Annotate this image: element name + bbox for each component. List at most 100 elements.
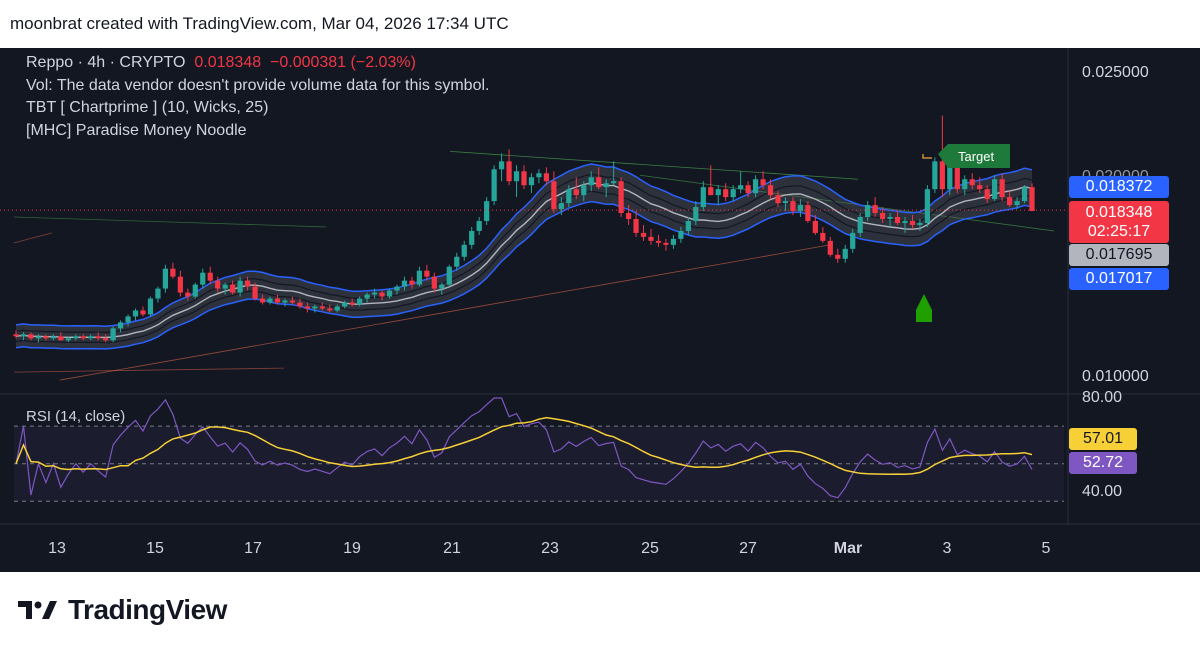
- candle-body: [147, 298, 154, 315]
- noodle-upper-band: [15, 163, 1033, 327]
- candle-body: [835, 254, 841, 259]
- candle-body: [20, 334, 27, 337]
- time-axis-label: 17: [244, 540, 262, 557]
- candle-body: [648, 236, 654, 241]
- candle-body: [230, 284, 236, 293]
- target-marker: [922, 154, 932, 159]
- time-axis-label: 25: [641, 540, 659, 557]
- candle-body: [327, 308, 333, 311]
- candle-body: [939, 161, 945, 190]
- trendline-rising-support: [59, 244, 831, 381]
- candle-body: [551, 181, 557, 210]
- candle-body: [932, 161, 938, 190]
- rsi-title[interactable]: RSI (14, close): [26, 408, 126, 425]
- candle-body: [730, 189, 736, 198]
- candle-body: [543, 173, 550, 182]
- candle-body: [454, 256, 460, 267]
- candle-body: [715, 189, 721, 196]
- rsi-axis-bottom: 40.00: [1082, 483, 1123, 500]
- last-price-tag: 0.018348 02:25:17: [1069, 201, 1169, 243]
- noodle-band-fill: [16, 164, 1032, 349]
- candle-body: [521, 171, 527, 186]
- legend-indicator-tbt[interactable]: TBT [ Chartprime ] (10, Wicks, 25): [26, 99, 269, 116]
- price-axis-top: 0.025000: [1082, 64, 1149, 81]
- candle-body: [364, 294, 370, 299]
- candle-body: [879, 213, 886, 219]
- candle-body: [43, 336, 49, 339]
- tradingview-logo[interactable]: TradingView: [18, 594, 227, 626]
- chart-canvas[interactable]: Target: [0, 48, 1200, 572]
- candle-body: [588, 177, 594, 186]
- candle-body: [13, 334, 19, 337]
- candle-body: [401, 280, 408, 287]
- candle-body: [1029, 187, 1035, 212]
- rsi-axis-top: 80.00: [1082, 389, 1123, 406]
- candle-body: [760, 179, 766, 186]
- chart-area[interactable]: Target Reppo · 4h · CRYPTO 0.018348 −0.0…: [0, 48, 1200, 572]
- chart-legend: Reppo · 4h · CRYPTO 0.018348 −0.000381 (…: [26, 52, 489, 142]
- candle-body: [909, 220, 916, 225]
- candle-body: [708, 187, 714, 196]
- candle-body: [618, 181, 624, 214]
- candle-body: [992, 179, 998, 200]
- rsi-background-band: [14, 426, 1064, 502]
- candle-body: [805, 205, 811, 221]
- candle-body: [954, 163, 960, 190]
- mid-band-tag: 0.017695: [1069, 244, 1169, 266]
- candle-body: [170, 268, 176, 277]
- target-label-box: [938, 144, 1010, 168]
- footer-bar: TradingView: [0, 572, 1200, 652]
- candle-body: [289, 300, 296, 303]
- caption: moonbrat created with TradingView.com, M…: [10, 14, 509, 33]
- candle-body: [274, 298, 281, 303]
- candle-body: [252, 286, 258, 299]
- candle-body: [820, 232, 826, 241]
- candle-body: [596, 177, 602, 188]
- candle-body: [155, 288, 161, 299]
- candle-body: [297, 302, 303, 307]
- candle-body: [738, 185, 744, 190]
- trendline-left-stub: [13, 232, 53, 244]
- candle-body: [200, 272, 206, 285]
- candle-body: [842, 248, 848, 259]
- legend-symbol-row: Reppo · 4h · CRYPTO 0.018348 −0.000381 (…: [26, 52, 489, 75]
- candle-body: [865, 205, 871, 218]
- candle-body: [476, 220, 482, 231]
- candle-body: [446, 266, 452, 285]
- candle-body: [663, 242, 669, 245]
- time-axis-label: 23: [541, 540, 559, 557]
- candle-body: [409, 280, 415, 285]
- bar-countdown: 02:25:17: [1087, 223, 1151, 240]
- trendline-upper-left: [13, 216, 327, 228]
- candle-body: [215, 280, 221, 289]
- legend-indicator-noodle[interactable]: [MHC] Paradise Money Noodle: [26, 121, 247, 139]
- time-axis-label: Mar: [833, 540, 863, 557]
- trendline-lower-left: [13, 367, 285, 373]
- tradingview-wordmark: TradingView: [68, 594, 227, 625]
- candle-body: [342, 302, 348, 307]
- candle-body: [65, 338, 71, 341]
- candle-body: [693, 207, 699, 221]
- candle-body: [633, 219, 639, 233]
- candle-body: [386, 290, 393, 297]
- candle-body: [655, 240, 662, 243]
- tradingview-logo-icon: [18, 601, 57, 619]
- candle-body: [35, 336, 42, 339]
- target-label-text: Target: [958, 149, 995, 164]
- legend-change: −0.000381 (−2.03%): [270, 54, 416, 71]
- candle-body: [469, 230, 475, 245]
- candle-body: [95, 336, 101, 339]
- candle-body: [222, 284, 228, 289]
- time-axis-label: 21: [443, 540, 461, 557]
- candle-body: [528, 177, 535, 186]
- candle-body: [723, 189, 729, 198]
- candle-body: [125, 316, 131, 323]
- upper-band-tag: 0.018372: [1069, 176, 1169, 198]
- rsi-line: [15, 397, 1033, 499]
- time-axis-label: 27: [739, 540, 757, 557]
- candle-body: [319, 306, 325, 309]
- candle-body: [431, 276, 437, 289]
- candle-body: [132, 310, 139, 317]
- candle-body: [611, 181, 617, 184]
- candle-body: [349, 302, 355, 305]
